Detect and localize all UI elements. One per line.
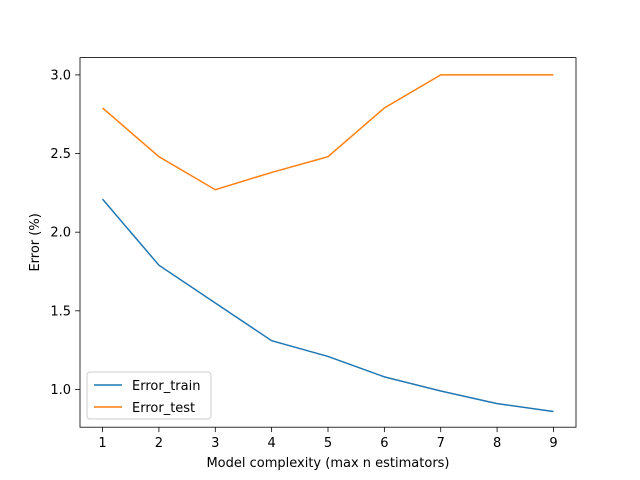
y-tick-label: 1.0 [50, 383, 71, 398]
y-axis-label: Error (%) [28, 213, 43, 271]
x-tick-label: 1 [98, 436, 106, 451]
legend: Error_train Error_test [86, 371, 212, 420]
x-tick-label: 3 [211, 436, 219, 451]
x-tick-label: 5 [324, 436, 332, 451]
x-tick-label: 4 [267, 436, 275, 451]
series-line-error-test [102, 74, 554, 191]
legend-label-test: Error_test [132, 401, 195, 416]
x-axis-label: Model complexity (max n estimators) [206, 456, 449, 471]
x-tick-label: 2 [155, 436, 163, 451]
y-tick-label: 3.0 [50, 68, 71, 83]
y-tick-label: 2.5 [50, 147, 71, 162]
series-layer [101, 74, 554, 413]
x-tick-label: 9 [549, 436, 557, 451]
y-tick-label: 1.5 [50, 304, 71, 319]
x-tick-label: 8 [493, 436, 501, 451]
series-line-error-train [101, 198, 554, 413]
y-tick-label: 2.0 [50, 226, 71, 241]
x-tick-label: 6 [380, 436, 388, 451]
x-tick-label: 7 [437, 436, 445, 451]
legend-label-train: Error_train [132, 379, 200, 394]
y-axis-ticks: 1.0 1.5 2.0 2.5 3.0 [50, 68, 80, 398]
x-axis-ticks: 1 2 3 4 5 6 7 8 9 [98, 427, 558, 451]
